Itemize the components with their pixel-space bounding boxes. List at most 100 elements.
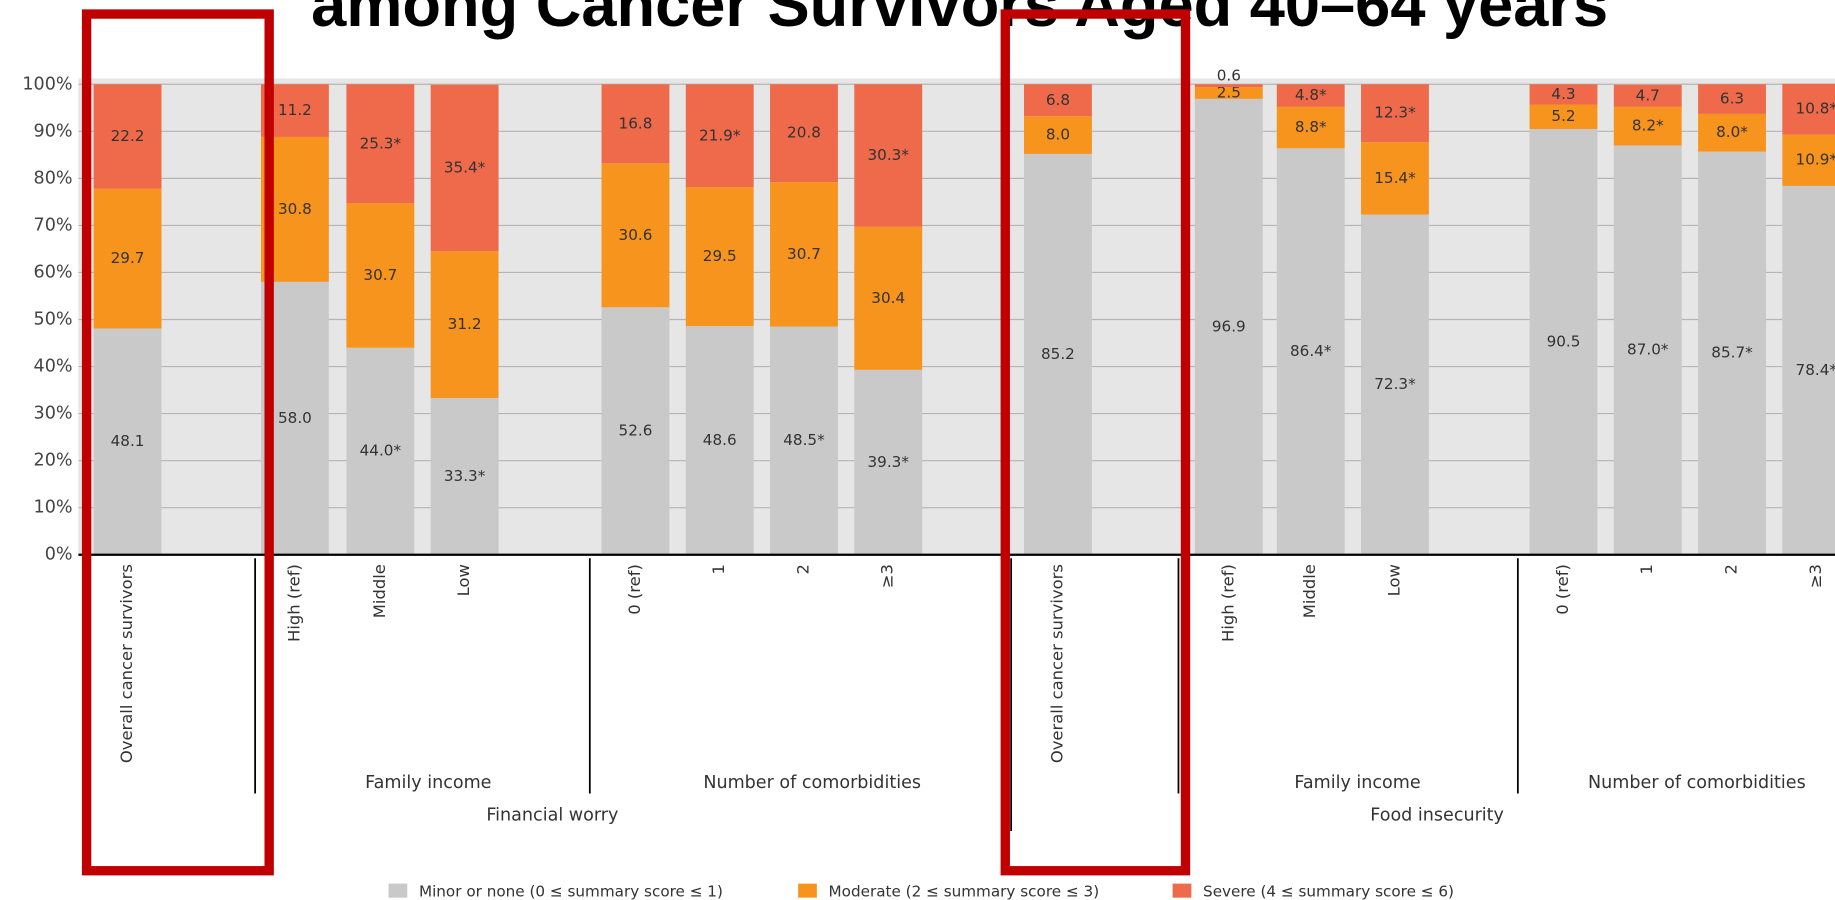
group-label: Financial worry <box>486 806 618 826</box>
legend-swatch <box>1172 883 1192 898</box>
x-tick-label: 1 <box>709 564 728 574</box>
data-label: 22.2 <box>111 127 145 145</box>
bar-segment <box>430 398 499 555</box>
data-label: 30.7 <box>363 266 397 284</box>
bar-segment <box>1613 106 1682 146</box>
bar-segment <box>346 347 415 555</box>
bar-segment <box>685 326 754 555</box>
highlight-box <box>1000 9 1191 876</box>
data-label: 86.4* <box>1290 342 1332 360</box>
bar-segment <box>1023 116 1092 154</box>
data-label: 8.0 <box>1046 126 1070 144</box>
bar-segment <box>430 251 499 399</box>
legend-label: Moderate (2 ≤ summary score ≤ 3) <box>829 882 1100 900</box>
x-tick-label: Overall cancer survivors <box>117 564 136 763</box>
data-label: 10.8* <box>1796 100 1835 118</box>
bar-segment <box>1782 134 1835 186</box>
bar-segment <box>93 328 162 555</box>
subgroup-label: Family income <box>1294 773 1420 793</box>
data-label: 30.8 <box>278 200 312 218</box>
data-label: 90.5 <box>1547 332 1581 350</box>
data-label: 58.0 <box>278 409 312 427</box>
data-label: 4.7 <box>1636 86 1660 104</box>
chart-title: among Cancer Survivors Aged 40–64 years <box>311 0 1608 40</box>
bar-segment <box>1361 142 1429 215</box>
data-label: 30.3* <box>868 146 910 164</box>
bar-segment <box>93 84 162 189</box>
data-label: 11.2 <box>278 101 312 119</box>
bar-segment <box>770 182 838 327</box>
x-tick-label: Middle <box>1300 564 1319 618</box>
data-label: 48.1 <box>111 432 145 450</box>
bar-segment <box>1023 153 1092 555</box>
legend-label: Severe (4 ≤ summary score ≤ 6) <box>1203 882 1454 900</box>
bar-segment <box>770 326 838 555</box>
data-label: 78.4* <box>1796 361 1835 379</box>
data-label: 4.3 <box>1551 85 1575 103</box>
x-tick-label: Overall cancer survivors <box>1047 564 1066 763</box>
bar-segment <box>1782 83 1835 135</box>
data-label: 25.3* <box>360 134 402 152</box>
data-label: 15.4* <box>1374 169 1416 187</box>
data-label: 30.6 <box>619 226 653 244</box>
x-tick-label: High (ref) <box>1218 564 1237 642</box>
bar-segment <box>93 188 162 329</box>
legend-label: Minor or none (0 ≤ summary score ≤ 1) <box>419 882 723 900</box>
y-tick-label: 30% <box>34 404 73 424</box>
bar-segment <box>430 84 499 252</box>
bar-segment <box>601 84 670 164</box>
data-label: 6.3 <box>1720 90 1744 108</box>
bar-segment <box>1276 106 1345 149</box>
bar-segment <box>1698 113 1766 152</box>
data-label: 96.9 <box>1212 317 1246 335</box>
y-tick-label: 70% <box>34 215 73 235</box>
data-label: 20.8 <box>787 124 821 142</box>
y-tick-label: 0% <box>45 545 73 565</box>
data-label: 52.6 <box>619 422 653 440</box>
x-tick-label: 0 (ref) <box>625 564 644 615</box>
bar-segment <box>854 369 923 555</box>
y-tick-label: 90% <box>34 121 73 141</box>
data-label: 16.8 <box>619 114 653 132</box>
bar-segment <box>346 203 415 348</box>
y-tick-label: 80% <box>34 168 73 188</box>
data-label: 29.7 <box>111 249 145 267</box>
data-label: 85.2 <box>1041 345 1075 363</box>
data-label: 8.8* <box>1295 118 1327 136</box>
data-label: 31.2 <box>448 315 482 333</box>
data-label: 44.0* <box>360 442 402 460</box>
bar-segment <box>1361 84 1429 143</box>
data-label: 5.2 <box>1551 107 1575 125</box>
x-tick-label: 1 <box>1637 564 1656 574</box>
y-tick-label: 100% <box>22 74 72 94</box>
bar-segment <box>1698 151 1766 555</box>
y-tick-label: 20% <box>34 451 73 471</box>
bar-segment <box>685 187 754 327</box>
x-tick-label: ≥3 <box>1806 564 1825 588</box>
data-label: 30.7 <box>787 245 821 263</box>
data-label: 12.3* <box>1374 104 1416 122</box>
data-label: 21.9* <box>699 126 741 144</box>
data-label: 8.2* <box>1632 117 1664 135</box>
bar-segment <box>1613 145 1682 555</box>
data-label: 6.8 <box>1046 91 1070 109</box>
bar-segment <box>601 163 670 308</box>
x-tick-label: 2 <box>793 564 812 574</box>
data-label: 30.4 <box>871 289 905 307</box>
data-label: 0.6 <box>1217 67 1241 85</box>
bar-segment <box>1529 84 1598 105</box>
subgroup-label: Family income <box>365 773 491 793</box>
bar-segment <box>1529 104 1598 129</box>
bar-segment <box>1194 87 1263 99</box>
subgroup-label: Number of comorbidities <box>703 773 921 793</box>
data-label: 10.9* <box>1796 151 1835 169</box>
bar-segment <box>1276 148 1345 555</box>
x-tick-label: Low <box>454 564 473 596</box>
bar-segment <box>601 307 670 555</box>
bar-segment <box>685 84 754 188</box>
bar-segment <box>1194 84 1263 88</box>
data-label: 35.4* <box>444 159 486 177</box>
bar-segment <box>1698 84 1766 114</box>
bar-segment <box>1276 84 1345 107</box>
